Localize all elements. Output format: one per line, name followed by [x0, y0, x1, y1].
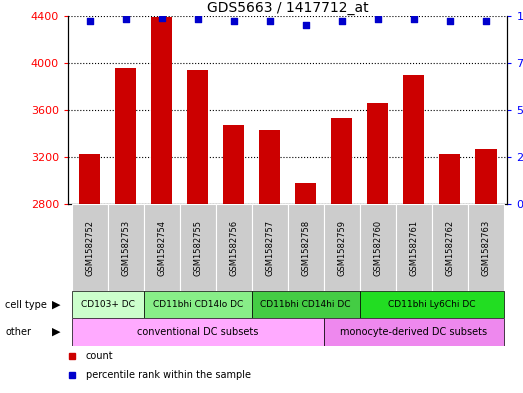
Bar [396, 204, 431, 291]
Title: GDS5663 / 1417712_at: GDS5663 / 1417712_at [207, 1, 369, 15]
Text: GSM1582756: GSM1582756 [229, 220, 238, 275]
Text: conventional DC subsets: conventional DC subsets [137, 327, 258, 337]
Text: GSM1582754: GSM1582754 [157, 220, 166, 275]
Text: GSM1582753: GSM1582753 [121, 220, 130, 275]
Bar [72, 291, 144, 318]
Point [301, 22, 310, 28]
Text: GSM1582762: GSM1582762 [445, 220, 454, 275]
Point [194, 17, 202, 23]
Text: count: count [86, 351, 113, 361]
Text: GSM1582752: GSM1582752 [85, 220, 94, 275]
Point [121, 17, 130, 23]
Text: percentile rank within the sample: percentile rank within the sample [86, 370, 251, 380]
Bar [72, 204, 108, 291]
Point [230, 18, 238, 24]
Bar [223, 125, 244, 204]
Bar [259, 130, 280, 204]
Bar [324, 204, 360, 291]
Point [373, 17, 382, 23]
Bar [431, 204, 468, 291]
Bar [151, 17, 173, 204]
Bar [144, 204, 179, 291]
Text: CD11bhi Ly6Chi DC: CD11bhi Ly6Chi DC [388, 300, 475, 309]
Bar [403, 75, 425, 204]
Bar [439, 154, 460, 204]
Point [337, 18, 346, 24]
Text: CD103+ DC: CD103+ DC [81, 300, 134, 309]
Point [446, 18, 454, 24]
Bar [252, 291, 360, 318]
Point [482, 18, 490, 24]
Bar [108, 204, 144, 291]
Bar [252, 204, 288, 291]
Text: GSM1582759: GSM1582759 [337, 220, 346, 275]
Bar [179, 204, 215, 291]
Bar [288, 204, 324, 291]
Text: GSM1582763: GSM1582763 [481, 219, 490, 276]
Text: ▶: ▶ [52, 299, 60, 310]
Bar [215, 204, 252, 291]
Text: GSM1582761: GSM1582761 [409, 220, 418, 275]
Bar [79, 154, 100, 204]
Bar [331, 118, 353, 204]
Bar [468, 204, 504, 291]
Bar [115, 68, 137, 204]
Text: ▶: ▶ [52, 327, 60, 337]
Text: GSM1582758: GSM1582758 [301, 220, 310, 275]
Text: CD11bhi CD14lo DC: CD11bhi CD14lo DC [153, 300, 243, 309]
Point [85, 18, 94, 24]
Bar [360, 204, 396, 291]
Text: GSM1582755: GSM1582755 [193, 220, 202, 275]
Point [266, 18, 274, 24]
Text: cell type: cell type [5, 299, 47, 310]
Text: monocyte-derived DC subsets: monocyte-derived DC subsets [340, 327, 487, 337]
Bar [144, 291, 252, 318]
Bar [295, 183, 316, 204]
Point [410, 17, 418, 23]
Point [157, 15, 166, 21]
Bar [324, 318, 504, 346]
Bar [187, 70, 209, 204]
Bar [367, 103, 389, 204]
Text: other: other [5, 327, 31, 337]
Bar [72, 318, 324, 346]
Text: CD11bhi CD14hi DC: CD11bhi CD14hi DC [260, 300, 351, 309]
Text: GSM1582757: GSM1582757 [265, 220, 274, 275]
Bar [475, 149, 496, 204]
Bar [360, 291, 504, 318]
Text: GSM1582760: GSM1582760 [373, 220, 382, 275]
